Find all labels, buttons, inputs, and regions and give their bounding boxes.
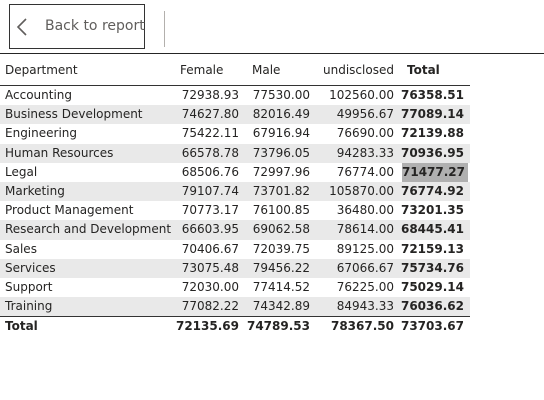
undisclosed-cell[interactable]: 102560.00 xyxy=(310,86,394,105)
undisclosed-cell[interactable]: 36480.00 xyxy=(310,201,394,220)
department-cell: Services xyxy=(5,259,173,278)
department-cell: Training xyxy=(5,297,173,316)
female-cell[interactable]: 75422.11 xyxy=(173,124,239,143)
column-header-male[interactable]: Male xyxy=(252,61,323,85)
female-cell[interactable]: 68506.76 xyxy=(173,163,239,182)
table-header-row: Department Female Male undisclosed Total xyxy=(0,61,470,86)
column-header-department[interactable]: Department xyxy=(5,61,173,85)
column-header-undisclosed[interactable]: undisclosed xyxy=(323,61,407,85)
male-cell[interactable]: 79456.22 xyxy=(239,259,310,278)
top-bar: Back to report xyxy=(0,0,544,54)
department-cell: Legal xyxy=(5,163,173,182)
table-row: Support 72030.00 77414.52 76225.00 75029.14 xyxy=(0,278,470,297)
table-body: Accounting 72938.93 77530.00 102560.00 76358… xyxy=(0,86,470,316)
total-cell[interactable]: 75734.76 xyxy=(394,259,464,278)
department-cell: Product Management xyxy=(5,201,173,220)
male-cell[interactable]: 72039.75 xyxy=(239,240,310,259)
column-header-total[interactable]: Total xyxy=(407,61,477,85)
department-cell: Support xyxy=(5,278,173,297)
female-cell[interactable]: 66578.78 xyxy=(173,144,239,163)
table-row: Services 73075.48 79456.22 67066.67 75734.76 xyxy=(0,259,470,278)
female-cell[interactable]: 72030.00 xyxy=(173,278,239,297)
total-female[interactable]: 72135.69 xyxy=(173,317,239,336)
total-grand[interactable]: 73703.67 xyxy=(394,317,464,336)
female-cell[interactable]: 72938.93 xyxy=(173,86,239,105)
undisclosed-cell[interactable]: 84943.33 xyxy=(310,297,394,316)
table-total-row: Total 72135.69 74789.53 78367.50 73703.6… xyxy=(0,316,470,336)
column-header-female[interactable]: Female xyxy=(180,61,246,85)
female-cell[interactable]: 79107.74 xyxy=(173,182,239,201)
table-row: Product Management 70773.17 76100.85 36480.… xyxy=(0,201,470,220)
table-row: Business Development 74627.80 82016.49 4995… xyxy=(0,105,470,124)
female-cell[interactable]: 74627.80 xyxy=(173,105,239,124)
total-cell-selected[interactable]: 71477.27 xyxy=(402,163,468,182)
male-cell[interactable]: 67916.94 xyxy=(239,124,310,143)
back-to-report-button[interactable]: Back to report xyxy=(9,4,145,49)
table-row: Engineering 75422.11 67916.94 76690.00 72139… xyxy=(0,124,470,143)
total-cell[interactable]: 76774.92 xyxy=(394,182,464,201)
total-cell[interactable]: 72139.88 xyxy=(394,124,464,143)
total-cell[interactable]: 70936.95 xyxy=(394,144,464,163)
table-row: Research and Development 66603.95 69062.58… xyxy=(0,220,470,239)
department-cell: Engineering xyxy=(5,124,173,143)
male-cell[interactable]: 82016.49 xyxy=(239,105,310,124)
female-cell[interactable]: 70406.67 xyxy=(173,240,239,259)
male-cell[interactable]: 73701.82 xyxy=(239,182,310,201)
undisclosed-cell[interactable]: 94283.33 xyxy=(310,144,394,163)
table-row: Legal 68506.76 72997.96 76774.00 71477.27 xyxy=(0,163,470,182)
total-label: Total xyxy=(5,317,173,336)
chevron-left-icon xyxy=(14,17,30,37)
total-male[interactable]: 74789.53 xyxy=(239,317,310,336)
total-cell[interactable]: 77089.14 xyxy=(394,105,464,124)
undisclosed-cell[interactable]: 78614.00 xyxy=(310,220,394,239)
table-row: Accounting 72938.93 77530.00 102560.00 76358… xyxy=(0,86,470,105)
male-cell[interactable]: 76100.85 xyxy=(239,201,310,220)
department-cell: Marketing xyxy=(5,182,173,201)
total-cell[interactable]: 72159.13 xyxy=(394,240,464,259)
table-row: Human Resources 66578.78 73796.05 94283.33 7… xyxy=(0,144,470,163)
department-cell: Research and Development xyxy=(5,220,173,239)
department-cell: Human Resources xyxy=(5,144,173,163)
female-cell[interactable]: 66603.95 xyxy=(173,220,239,239)
total-cell[interactable]: 76358.51 xyxy=(394,86,464,105)
male-cell[interactable]: 77530.00 xyxy=(239,86,310,105)
table-row: Sales 70406.67 72039.75 89125.00 72159.13 xyxy=(0,240,470,259)
undisclosed-cell[interactable]: 67066.67 xyxy=(310,259,394,278)
total-cell[interactable]: 76036.62 xyxy=(394,297,464,316)
total-cell[interactable]: 75029.14 xyxy=(394,278,464,297)
male-cell[interactable]: 74342.89 xyxy=(239,297,310,316)
department-cell: Accounting xyxy=(5,86,173,105)
male-cell[interactable]: 69062.58 xyxy=(239,220,310,239)
female-cell[interactable]: 70773.17 xyxy=(173,201,239,220)
undisclosed-cell[interactable]: 89125.00 xyxy=(310,240,394,259)
undisclosed-cell[interactable]: 76690.00 xyxy=(310,124,394,143)
total-cell[interactable]: 68445.41 xyxy=(394,220,464,239)
undisclosed-cell[interactable]: 76225.00 xyxy=(310,278,394,297)
undisclosed-cell[interactable]: 105870.00 xyxy=(310,182,394,201)
male-cell[interactable]: 72997.96 xyxy=(239,163,310,182)
table-row: Marketing 79107.74 73701.82 105870.00 76774.… xyxy=(0,182,470,201)
undisclosed-cell[interactable]: 76774.00 xyxy=(310,163,394,182)
back-button-label: Back to report xyxy=(45,18,145,34)
table-row: Training 77082.22 74342.89 84943.33 76036.62 xyxy=(0,297,470,316)
department-cell: Sales xyxy=(5,240,173,259)
male-cell[interactable]: 73796.05 xyxy=(239,144,310,163)
department-salary-matrix: Department Female Male undisclosed Total… xyxy=(0,61,470,336)
female-cell[interactable]: 73075.48 xyxy=(173,259,239,278)
department-cell: Business Development xyxy=(5,105,173,124)
total-cell[interactable]: 73201.35 xyxy=(394,201,464,220)
male-cell[interactable]: 77414.52 xyxy=(239,278,310,297)
undisclosed-cell[interactable]: 49956.67 xyxy=(310,105,394,124)
toolbar-divider xyxy=(164,11,165,47)
total-undisclosed[interactable]: 78367.50 xyxy=(310,317,394,336)
female-cell[interactable]: 77082.22 xyxy=(173,297,239,316)
